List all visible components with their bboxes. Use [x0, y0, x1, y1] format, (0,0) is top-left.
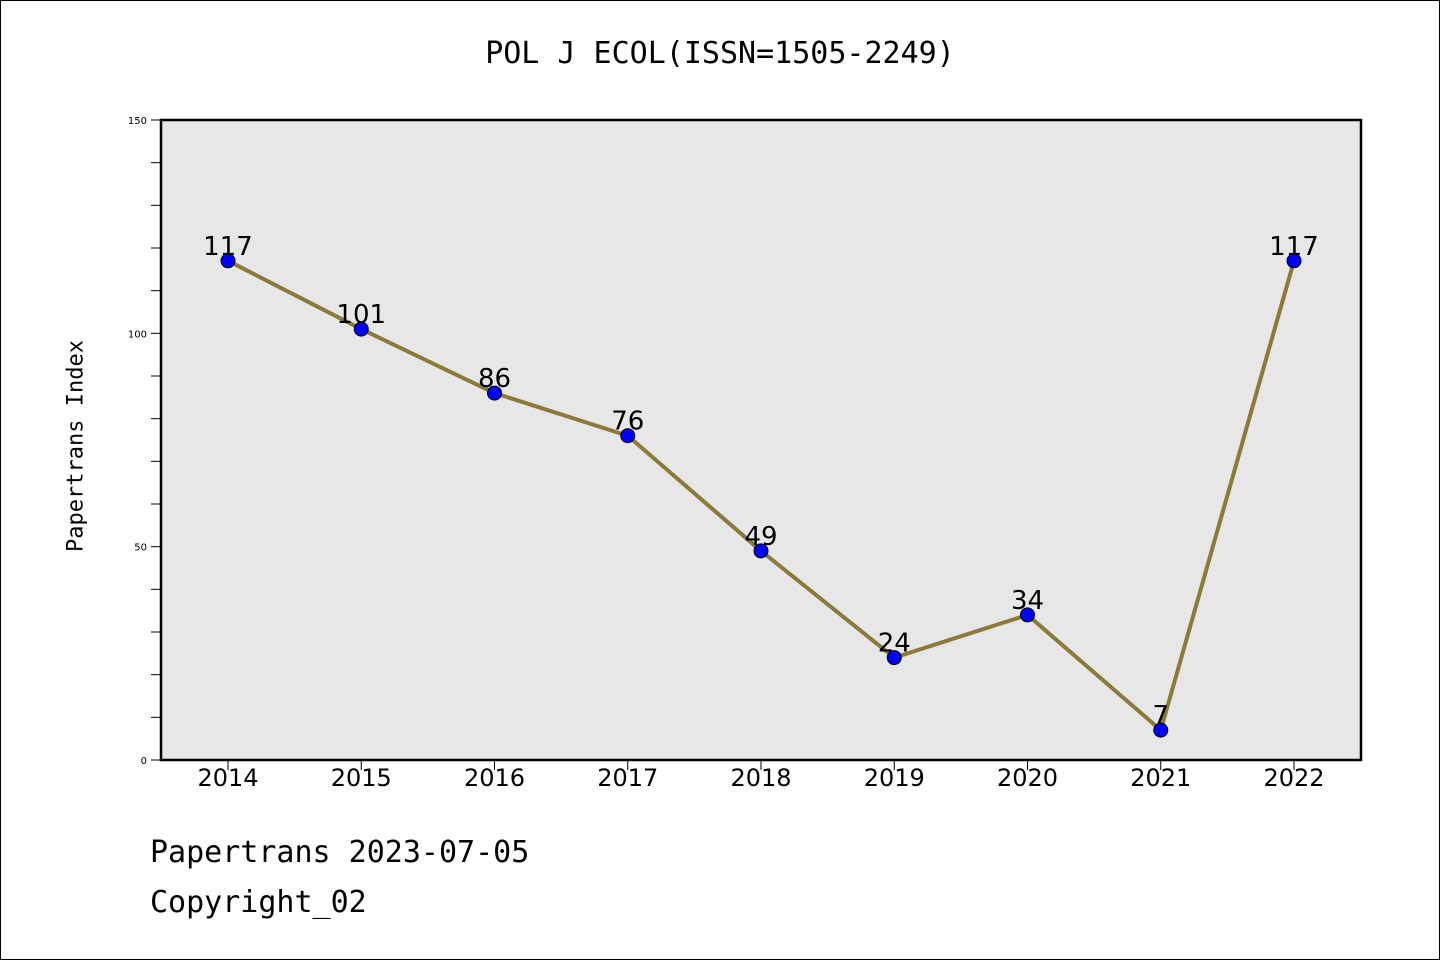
data-label: 24	[878, 629, 911, 659]
data-point	[220, 253, 236, 269]
data-point	[353, 321, 369, 337]
x-tick-label: 2020	[997, 764, 1058, 792]
y-tick-label: 150	[128, 116, 147, 127]
x-tick-label: 2017	[597, 764, 658, 792]
y-tick-label: 100	[128, 329, 147, 340]
data-label: 49	[744, 522, 777, 552]
y-tick-label: 50	[134, 543, 147, 554]
x-tick-label: 2015	[331, 764, 392, 792]
data-labels: 117 101 86 76 49 24 34 7 117	[203, 232, 1319, 731]
plot-area	[161, 120, 1361, 760]
data-point	[886, 650, 902, 666]
data-label: 117	[203, 232, 253, 262]
data-point	[753, 543, 769, 559]
data-points	[220, 253, 1302, 738]
footer-date-text: Papertrans 2023-07-05	[150, 835, 530, 870]
chart-title: POL J ECOL(ISSN=1505-2249)	[485, 36, 955, 71]
x-tick-label: 2022	[1263, 764, 1324, 792]
data-point	[1153, 722, 1169, 738]
x-tick-label: 2021	[1130, 764, 1191, 792]
plot-border	[159, 118, 1363, 762]
x-tick-label: 2018	[730, 764, 791, 792]
data-label: 86	[478, 364, 511, 394]
data-label: 7	[1152, 701, 1169, 731]
data-point	[1286, 253, 1302, 269]
axis-ticks: 0 50 100 150 2014 2015 2016 2017 2018 2019 2020 202…	[128, 116, 1325, 792]
y-tick-label: 0	[141, 756, 147, 767]
data-label: 101	[336, 300, 386, 330]
x-tick-label: 2016	[464, 764, 525, 792]
data-label: 34	[1011, 586, 1044, 616]
data-label: 117	[1269, 232, 1319, 262]
data-point	[487, 385, 502, 401]
data-label: 76	[611, 407, 644, 437]
data-point	[620, 428, 636, 444]
data-point	[1020, 607, 1035, 623]
footer-copyright-text: Copyright_02	[150, 885, 367, 920]
x-tick-label: 2019	[864, 764, 925, 792]
x-tick-label: 2014	[197, 764, 258, 792]
